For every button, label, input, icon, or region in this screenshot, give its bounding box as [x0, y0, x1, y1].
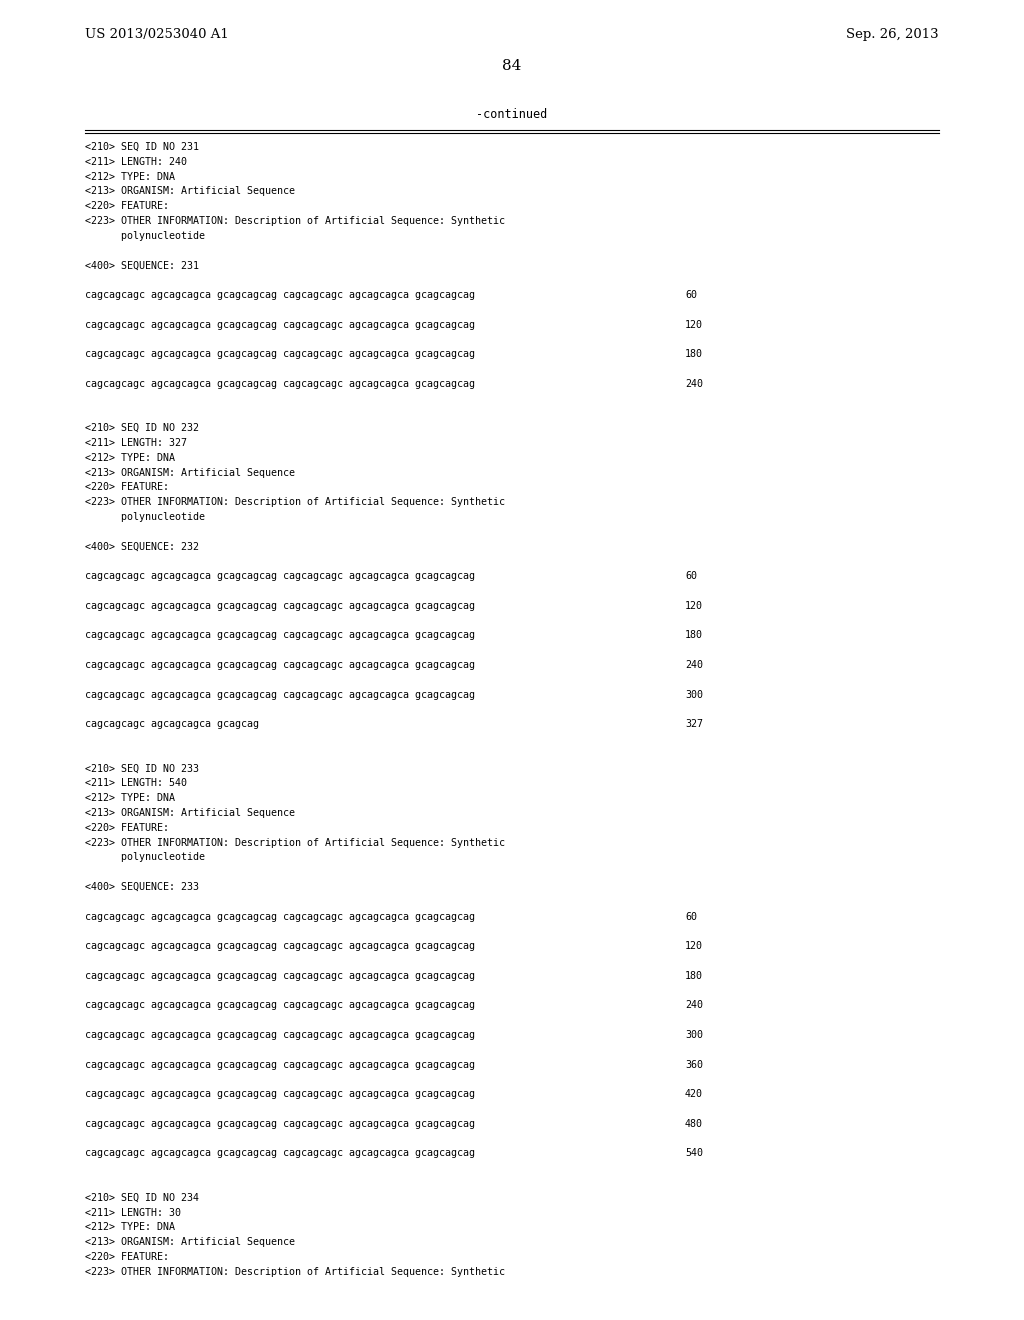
Text: <213> ORGANISM: Artificial Sequence: <213> ORGANISM: Artificial Sequence — [85, 186, 295, 197]
Text: <212> TYPE: DNA: <212> TYPE: DNA — [85, 453, 175, 463]
Text: <211> LENGTH: 30: <211> LENGTH: 30 — [85, 1208, 181, 1217]
Text: 120: 120 — [685, 319, 703, 330]
Text: polynucleotide: polynucleotide — [85, 512, 205, 521]
Text: 480: 480 — [685, 1119, 703, 1129]
Text: 60: 60 — [685, 290, 697, 300]
Text: cagcagcagc agcagcagca gcagcagcag cagcagcagc agcagcagca gcagcagcag: cagcagcagc agcagcagca gcagcagcag cagcagc… — [85, 660, 475, 671]
Text: cagcagcagc agcagcagca gcagcagcag cagcagcagc agcagcagca gcagcagcag: cagcagcagc agcagcagca gcagcagcag cagcagc… — [85, 1030, 475, 1040]
Text: 180: 180 — [685, 631, 703, 640]
Text: 420: 420 — [685, 1089, 703, 1100]
Text: cagcagcagc agcagcagca gcagcagcag cagcagcagc agcagcagca gcagcagcag: cagcagcagc agcagcagca gcagcagcag cagcagc… — [85, 1060, 475, 1069]
Text: <210> SEQ ID NO 231: <210> SEQ ID NO 231 — [85, 143, 199, 152]
Text: <223> OTHER INFORMATION: Description of Artificial Sequence: Synthetic: <223> OTHER INFORMATION: Description of … — [85, 216, 505, 226]
Text: 540: 540 — [685, 1148, 703, 1159]
Text: <223> OTHER INFORMATION: Description of Artificial Sequence: Synthetic: <223> OTHER INFORMATION: Description of … — [85, 1267, 505, 1276]
Text: 240: 240 — [685, 1001, 703, 1010]
Text: <210> SEQ ID NO 233: <210> SEQ ID NO 233 — [85, 763, 199, 774]
Text: cagcagcagc agcagcagca gcagcagcag cagcagcagc agcagcagca gcagcagcag: cagcagcagc agcagcagca gcagcagcag cagcagc… — [85, 1148, 475, 1159]
Text: <212> TYPE: DNA: <212> TYPE: DNA — [85, 1222, 175, 1233]
Text: 327: 327 — [685, 719, 703, 729]
Text: <220> FEATURE:: <220> FEATURE: — [85, 201, 169, 211]
Text: cagcagcagc agcagcagca gcagcagcag cagcagcagc agcagcagca gcagcagcag: cagcagcagc agcagcagca gcagcagcag cagcagc… — [85, 912, 475, 921]
Text: cagcagcagc agcagcagca gcagcagcag cagcagcagc agcagcagca gcagcagcag: cagcagcagc agcagcagca gcagcagcag cagcagc… — [85, 1119, 475, 1129]
Text: 300: 300 — [685, 689, 703, 700]
Text: cagcagcagc agcagcagca gcagcagcag cagcagcagc agcagcagca gcagcagcag: cagcagcagc agcagcagca gcagcagcag cagcagc… — [85, 970, 475, 981]
Text: <220> FEATURE:: <220> FEATURE: — [85, 482, 169, 492]
Text: cagcagcagc agcagcagca gcagcagcag cagcagcagc agcagcagca gcagcagcag: cagcagcagc agcagcagca gcagcagcag cagcagc… — [85, 379, 475, 389]
Text: <400> SEQUENCE: 232: <400> SEQUENCE: 232 — [85, 541, 199, 552]
Text: cagcagcagc agcagcagca gcagcagcag cagcagcagc agcagcagca gcagcagcag: cagcagcagc agcagcagca gcagcagcag cagcagc… — [85, 601, 475, 611]
Text: <400> SEQUENCE: 231: <400> SEQUENCE: 231 — [85, 260, 199, 271]
Text: Sep. 26, 2013: Sep. 26, 2013 — [847, 28, 939, 41]
Text: <220> FEATURE:: <220> FEATURE: — [85, 822, 169, 833]
Text: <211> LENGTH: 540: <211> LENGTH: 540 — [85, 779, 187, 788]
Text: cagcagcagc agcagcagca gcagcagcag cagcagcagc agcagcagca gcagcagcag: cagcagcagc agcagcagca gcagcagcag cagcagc… — [85, 1089, 475, 1100]
Text: 240: 240 — [685, 379, 703, 389]
Text: <212> TYPE: DNA: <212> TYPE: DNA — [85, 172, 175, 182]
Text: -continued: -continued — [476, 108, 548, 121]
Text: polynucleotide: polynucleotide — [85, 231, 205, 240]
Text: cagcagcagc agcagcagca gcagcagcag cagcagcagc agcagcagca gcagcagcag: cagcagcagc agcagcagca gcagcagcag cagcagc… — [85, 1001, 475, 1010]
Text: 120: 120 — [685, 601, 703, 611]
Text: cagcagcagc agcagcagca gcagcagcag cagcagcagc agcagcagca gcagcagcag: cagcagcagc agcagcagca gcagcagcag cagcagc… — [85, 631, 475, 640]
Text: 60: 60 — [685, 912, 697, 921]
Text: 60: 60 — [685, 572, 697, 581]
Text: <211> LENGTH: 240: <211> LENGTH: 240 — [85, 157, 187, 166]
Text: <213> ORGANISM: Artificial Sequence: <213> ORGANISM: Artificial Sequence — [85, 467, 295, 478]
Text: <220> FEATURE:: <220> FEATURE: — [85, 1251, 169, 1262]
Text: 360: 360 — [685, 1060, 703, 1069]
Text: <213> ORGANISM: Artificial Sequence: <213> ORGANISM: Artificial Sequence — [85, 1237, 295, 1247]
Text: cagcagcagc agcagcagca gcagcag: cagcagcagc agcagcagca gcagcag — [85, 719, 259, 729]
Text: cagcagcagc agcagcagca gcagcagcag cagcagcagc agcagcagca gcagcagcag: cagcagcagc agcagcagca gcagcagcag cagcagc… — [85, 290, 475, 300]
Text: 120: 120 — [685, 941, 703, 952]
Text: 300: 300 — [685, 1030, 703, 1040]
Text: <210> SEQ ID NO 232: <210> SEQ ID NO 232 — [85, 424, 199, 433]
Text: 84: 84 — [503, 59, 521, 73]
Text: <210> SEQ ID NO 234: <210> SEQ ID NO 234 — [85, 1193, 199, 1203]
Text: <223> OTHER INFORMATION: Description of Artificial Sequence: Synthetic: <223> OTHER INFORMATION: Description of … — [85, 838, 505, 847]
Text: cagcagcagc agcagcagca gcagcagcag cagcagcagc agcagcagca gcagcagcag: cagcagcagc agcagcagca gcagcagcag cagcagc… — [85, 941, 475, 952]
Text: <223> OTHER INFORMATION: Description of Artificial Sequence: Synthetic: <223> OTHER INFORMATION: Description of … — [85, 498, 505, 507]
Text: <211> LENGTH: 327: <211> LENGTH: 327 — [85, 438, 187, 447]
Text: cagcagcagc agcagcagca gcagcagcag cagcagcagc agcagcagca gcagcagcag: cagcagcagc agcagcagca gcagcagcag cagcagc… — [85, 319, 475, 330]
Text: polynucleotide: polynucleotide — [85, 853, 205, 862]
Text: cagcagcagc agcagcagca gcagcagcag cagcagcagc agcagcagca gcagcagcag: cagcagcagc agcagcagca gcagcagcag cagcagc… — [85, 350, 475, 359]
Text: <400> SEQUENCE: 233: <400> SEQUENCE: 233 — [85, 882, 199, 892]
Text: cagcagcagc agcagcagca gcagcagcag cagcagcagc agcagcagca gcagcagcag: cagcagcagc agcagcagca gcagcagcag cagcagc… — [85, 572, 475, 581]
Text: 180: 180 — [685, 970, 703, 981]
Text: 180: 180 — [685, 350, 703, 359]
Text: <212> TYPE: DNA: <212> TYPE: DNA — [85, 793, 175, 803]
Text: US 2013/0253040 A1: US 2013/0253040 A1 — [85, 28, 228, 41]
Text: 240: 240 — [685, 660, 703, 671]
Text: cagcagcagc agcagcagca gcagcagcag cagcagcagc agcagcagca gcagcagcag: cagcagcagc agcagcagca gcagcagcag cagcagc… — [85, 689, 475, 700]
Text: <213> ORGANISM: Artificial Sequence: <213> ORGANISM: Artificial Sequence — [85, 808, 295, 818]
